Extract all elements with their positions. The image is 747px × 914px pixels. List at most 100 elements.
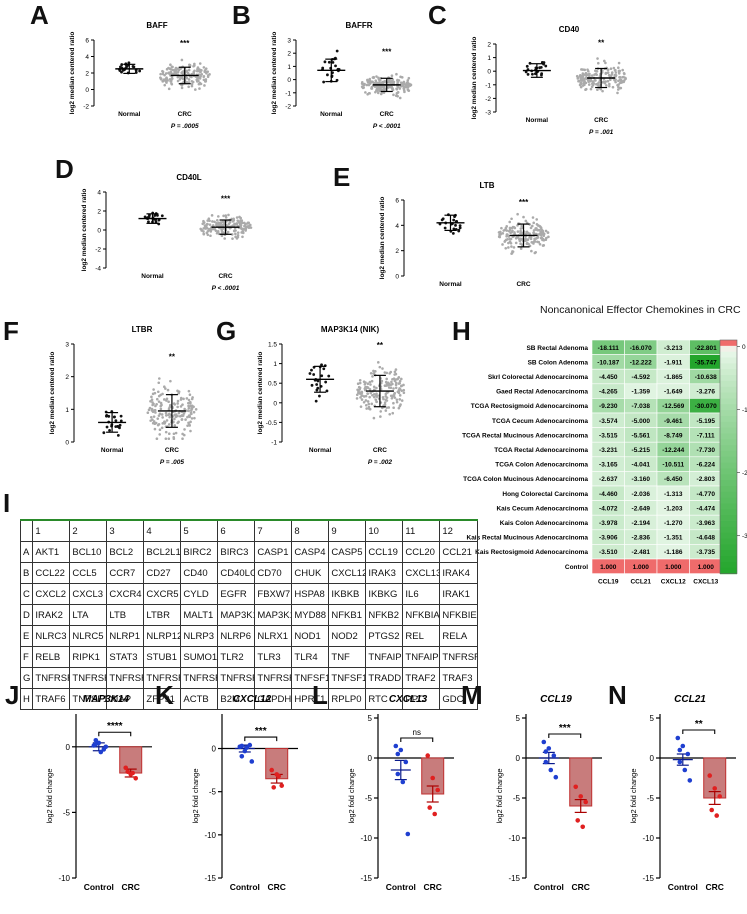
- normal-point: [526, 72, 530, 76]
- crc-point: [241, 235, 244, 239]
- crc-point: [498, 235, 502, 239]
- panel-letter-k: K: [155, 680, 174, 710]
- control-point: [247, 742, 253, 748]
- x-tick-label: CRC: [594, 117, 608, 124]
- crc-point: [198, 62, 202, 65]
- heatmap-cell-value: -5.561: [632, 432, 651, 439]
- crc-point: [385, 391, 389, 395]
- y-axis-label: log2 median centered ratio: [81, 189, 88, 272]
- crc-point: [170, 82, 173, 85]
- scatter-chart-map3k14: MAP3K14 (NIK) -1 -0.5 0 0.5 1 1.5 log2 median c…: [248, 322, 428, 472]
- heatmap-row-label: TCGA Rectal Adenocarcinoma: [494, 447, 588, 454]
- crc-point: [392, 401, 395, 405]
- crc-point: [179, 405, 183, 408]
- crc-point: [243, 225, 247, 228]
- color-scale-segment: [720, 439, 737, 446]
- crc-point: [584, 76, 588, 80]
- gene-cell: TNFRSF11: [69, 667, 108, 689]
- crc-point: [190, 84, 194, 88]
- chart-title: CCL21: [674, 694, 706, 705]
- crc-point: [383, 371, 387, 374]
- crc-point: [590, 74, 594, 77]
- crc-point: [172, 432, 176, 436]
- p-value-label: P = .002: [368, 459, 393, 466]
- crc-point: [396, 78, 399, 82]
- y-tick-label: -2: [95, 247, 101, 254]
- crc-point: [542, 244, 546, 247]
- color-scale-segment: [720, 550, 737, 557]
- normal-point: [105, 425, 109, 429]
- gene-cell: IKBKG: [365, 583, 404, 605]
- crc-point: [375, 386, 378, 390]
- color-scale-segment: [720, 480, 737, 487]
- crc-point: [195, 69, 199, 73]
- crc-point: [373, 85, 377, 88]
- normal-point: [324, 380, 328, 384]
- heatmap-row-label: TCGA Colon Adenocarcinoma: [495, 462, 588, 469]
- crc-point: [188, 63, 191, 67]
- crc-point: [224, 216, 228, 219]
- x-tick-label: Normal: [439, 281, 462, 288]
- chart-title: CXCL13: [389, 694, 428, 705]
- normal-point: [451, 231, 455, 235]
- crc-point: [148, 406, 152, 410]
- gene-cell: TLR4: [291, 646, 330, 668]
- crc-point: [153, 422, 157, 425]
- crc-point: [502, 229, 506, 232]
- crc-point: [390, 74, 394, 78]
- color-scale-segment: [720, 340, 737, 347]
- crc-point: [271, 785, 277, 790]
- heatmap-cell-value: -2.649: [632, 505, 651, 512]
- color-scale-segment: [720, 427, 737, 435]
- color-scale-segment: [720, 392, 737, 399]
- crc-point: [182, 397, 185, 401]
- y-axis-label: log2 fold change: [191, 768, 200, 823]
- heatmap-row-label: Kais Cecum Adenocarcinoma: [496, 505, 588, 512]
- crc-point: [161, 422, 165, 425]
- crc-point: [199, 227, 203, 231]
- gene-cell: NLRP12: [143, 625, 182, 647]
- heatmap-cell-value: -30.070: [695, 403, 717, 410]
- crc-point: [391, 411, 395, 415]
- gene-cell: 4: [143, 519, 182, 542]
- crc-point: [616, 88, 620, 91]
- crc-point: [407, 76, 411, 80]
- y-tick-label: -5: [63, 808, 71, 817]
- crc-point: [206, 229, 210, 233]
- crc-point: [146, 411, 150, 415]
- y-tick-label: -2: [83, 104, 89, 111]
- crc-point: [578, 794, 584, 799]
- crc-point: [168, 415, 171, 419]
- y-tick-label: 6: [395, 198, 399, 205]
- crc-point: [371, 375, 374, 378]
- crc-point: [394, 383, 398, 387]
- crc-point: [714, 813, 720, 818]
- crc-point: [395, 72, 398, 76]
- crc-point: [372, 385, 376, 389]
- panel-letter-e: E: [333, 162, 351, 192]
- crc-point: [396, 390, 400, 394]
- scatter-chart-ltb: LTB 0 2 4 6 log2 median centered ratio Normal C…: [370, 178, 580, 306]
- crc-point: [385, 406, 389, 409]
- y-tick-label: 1: [287, 64, 291, 71]
- y-tick-label: -15: [642, 874, 654, 883]
- color-scale-tick-label: 0: [742, 344, 746, 351]
- y-tick-label: 2: [287, 51, 291, 58]
- crc-point: [360, 85, 364, 89]
- crc-point: [507, 235, 511, 238]
- y-tick-label: 1: [273, 361, 277, 368]
- crc-point: [125, 769, 131, 775]
- crc-point: [538, 242, 542, 246]
- crc-point: [367, 402, 371, 406]
- crc-point: [539, 232, 543, 236]
- crc-point: [162, 398, 166, 401]
- crc-point: [169, 379, 172, 383]
- crc-point: [236, 219, 240, 222]
- crc-point: [607, 84, 611, 88]
- color-scale-segment: [720, 474, 737, 481]
- normal-point: [131, 65, 135, 68]
- heatmap-cell-value: -22.801: [695, 345, 717, 352]
- crc-point: [217, 215, 220, 218]
- crc-point: [604, 80, 608, 83]
- y-tick-label: 0: [212, 745, 217, 754]
